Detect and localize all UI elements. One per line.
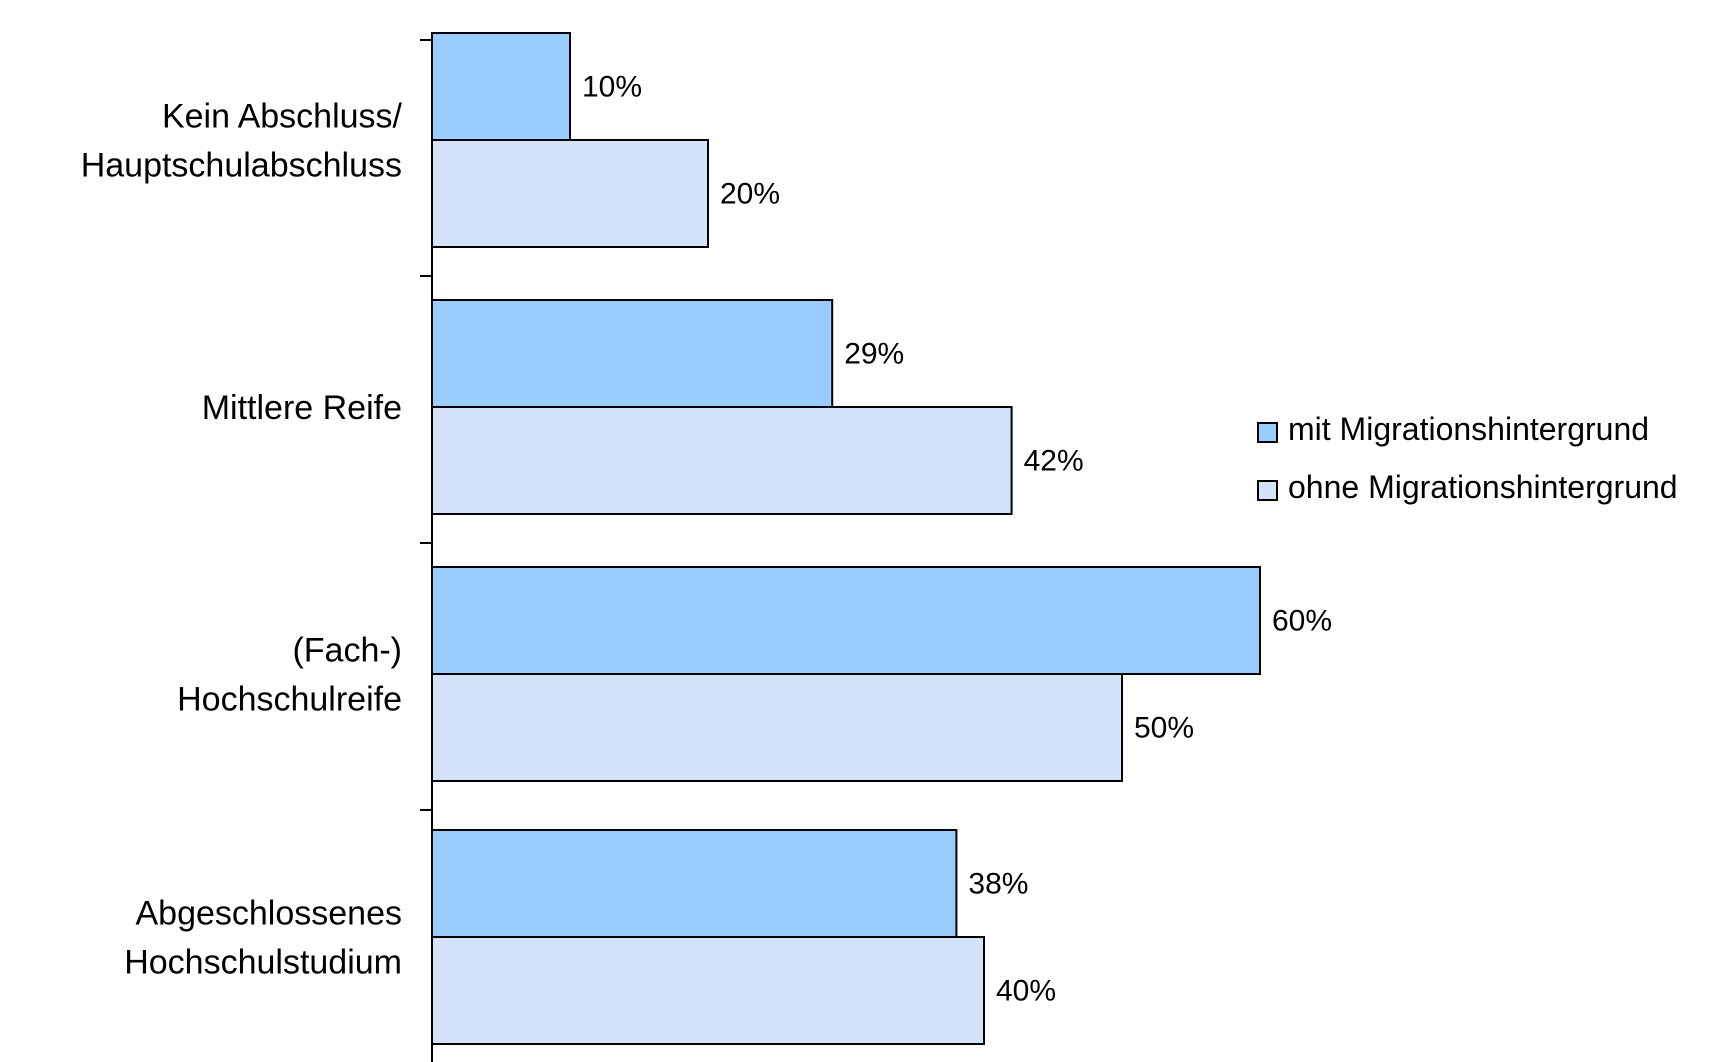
category-label-line: Hauptschulabschluss xyxy=(81,147,402,185)
data-label: 42% xyxy=(1024,445,1084,478)
category-label-0: Kein Abschluss/Hauptschulabschluss xyxy=(81,98,403,185)
data-label: 38% xyxy=(968,868,1028,901)
bars-group xyxy=(431,32,1261,1045)
category-label-line: Kein Abschluss/ xyxy=(162,98,403,136)
bar-ohne-2 xyxy=(431,673,1123,782)
bar-ohne-1 xyxy=(431,406,1013,515)
bar-mit-1 xyxy=(431,299,834,408)
category-label-line: Hochschulreife xyxy=(177,681,402,719)
category-labels-group: Kein Abschluss/Hauptschulabschluss Mittle… xyxy=(81,98,403,982)
data-labels-group: 10% 20% 29% 42% 60% 50% 38% 40% xyxy=(582,71,1332,1008)
bar-ohne-0 xyxy=(431,139,709,248)
category-label-line: Mittlere Reife xyxy=(202,389,402,427)
legend: mit Migrationshintergrund ohne Migrations… xyxy=(1257,411,1678,505)
data-label: 60% xyxy=(1272,605,1332,638)
category-label-3: Abgeschlossenes Hochschulstudium xyxy=(124,895,402,982)
legend-label: mit Migrationshintergrund xyxy=(1288,411,1649,447)
category-axis xyxy=(420,39,433,1062)
bar-ohne-3 xyxy=(431,936,985,1045)
data-label: 10% xyxy=(582,71,642,104)
legend-swatch xyxy=(1257,422,1278,443)
data-label: 20% xyxy=(720,178,780,211)
bar-mit-2 xyxy=(431,566,1261,675)
category-label-line: (Fach-) xyxy=(292,632,402,670)
category-label-1: Mittlere Reife xyxy=(202,389,402,427)
category-label-line: Hochschulstudium xyxy=(124,944,402,982)
category-label-line: Abgeschlossenes xyxy=(135,895,402,933)
legend-swatch xyxy=(1257,480,1278,501)
data-label: 50% xyxy=(1134,712,1194,745)
data-label: 29% xyxy=(844,338,904,371)
bar-mit-3 xyxy=(431,829,958,938)
bar-mit-0 xyxy=(431,32,571,141)
category-label-2: (Fach-) Hochschulreife xyxy=(177,632,402,719)
legend-label: ohne Migrationshintergrund xyxy=(1288,469,1678,505)
data-label: 40% xyxy=(996,975,1056,1008)
